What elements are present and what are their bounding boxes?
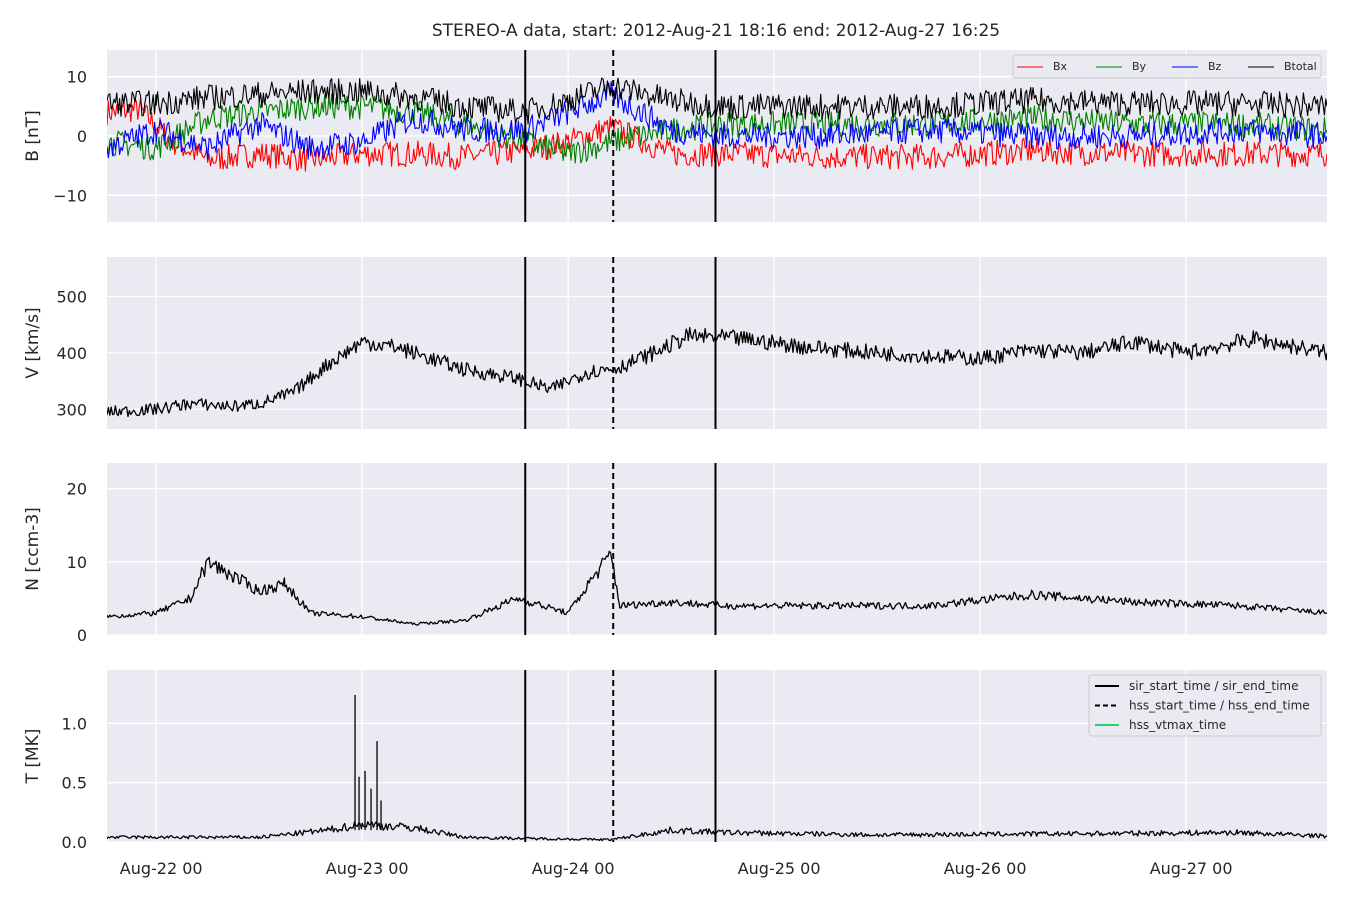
legend-label: sir_start_time / sir_end_time: [1129, 679, 1299, 693]
legend-label: By: [1132, 60, 1147, 73]
legend-events: sir_start_time / sir_end_time hss_start_t…: [1088, 674, 1322, 737]
panels: 10 0 −10 B [nT] 500 400 300 V [km/s] 20 10 0 N [ccm…: [23, 50, 1327, 852]
legend-label: Bx: [1053, 60, 1068, 73]
y-tick-label: −10: [53, 186, 87, 205]
y-tick-label: 300: [56, 400, 87, 419]
y-tick-label: 400: [56, 344, 87, 363]
y-tick-label: 0: [77, 626, 87, 645]
y-axis-label: V [km/s]: [23, 307, 43, 378]
series-n: [107, 550, 1327, 626]
x-axis-ticks: Aug-22 00 Aug-23 00 Aug-24 00 Aug-25 00 Aug-…: [120, 859, 1233, 878]
panel-2: 500 400 300 V [km/s]: [23, 257, 1327, 429]
series-t: [107, 821, 1327, 842]
legend-label: hss_vtmax_time: [1129, 718, 1226, 732]
x-tick-label: Aug-26 00: [944, 859, 1027, 878]
y-tick-label: 1.0: [62, 714, 87, 733]
x-tick-label: Aug-25 00: [738, 859, 821, 878]
y-tick-label: 0.0: [62, 833, 87, 852]
panel-background: [107, 463, 1327, 635]
panel-3: 20 10 0 N [ccm-3]: [23, 463, 1327, 645]
x-tick-label: Aug-23 00: [326, 859, 409, 878]
series-group: [107, 77, 1327, 172]
y-tick-label: 10: [67, 68, 87, 87]
y-tick-label: 10: [67, 553, 87, 572]
panel-1: 10 0 −10 B [nT]: [23, 50, 1327, 222]
y-tick-label: 20: [67, 480, 87, 499]
y-axis-label: N [ccm-3]: [23, 507, 43, 591]
y-tick-label: 500: [56, 287, 87, 306]
y-tick-label: 0: [77, 127, 87, 146]
legend-label: Bz: [1208, 60, 1222, 73]
x-tick-label: Aug-22 00: [120, 859, 203, 878]
legend-b: Bx By Bz Btotal: [1012, 54, 1322, 79]
legend-b-box: [1012, 54, 1322, 79]
series-by: [107, 93, 1327, 164]
panel-background: [107, 257, 1327, 429]
legend-label: Btotal: [1284, 60, 1317, 73]
figure-title: STEREO-A data, start: 2012-Aug-21 18:16 …: [432, 21, 1000, 41]
x-tick-label: Aug-24 00: [532, 859, 615, 878]
x-tick-label: Aug-27 00: [1150, 859, 1233, 878]
legend-label: hss_start_time / hss_end_time: [1129, 699, 1310, 713]
y-tick-label: 0.5: [62, 774, 87, 793]
series-group: [107, 550, 1327, 626]
series-btotal: [107, 77, 1327, 125]
series-group: [107, 694, 1327, 842]
y-axis-label: T [MK]: [23, 729, 43, 785]
y-axis-label: B [nT]: [23, 110, 43, 162]
legend-events-box: [1088, 674, 1322, 737]
series-bz: [107, 81, 1327, 161]
